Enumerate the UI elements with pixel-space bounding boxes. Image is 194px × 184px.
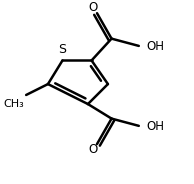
Text: CH₃: CH₃ (3, 99, 24, 109)
Text: O: O (89, 143, 98, 156)
Text: OH: OH (147, 120, 165, 133)
Text: O: O (89, 1, 98, 14)
Text: S: S (59, 43, 67, 56)
Text: OH: OH (147, 40, 165, 53)
